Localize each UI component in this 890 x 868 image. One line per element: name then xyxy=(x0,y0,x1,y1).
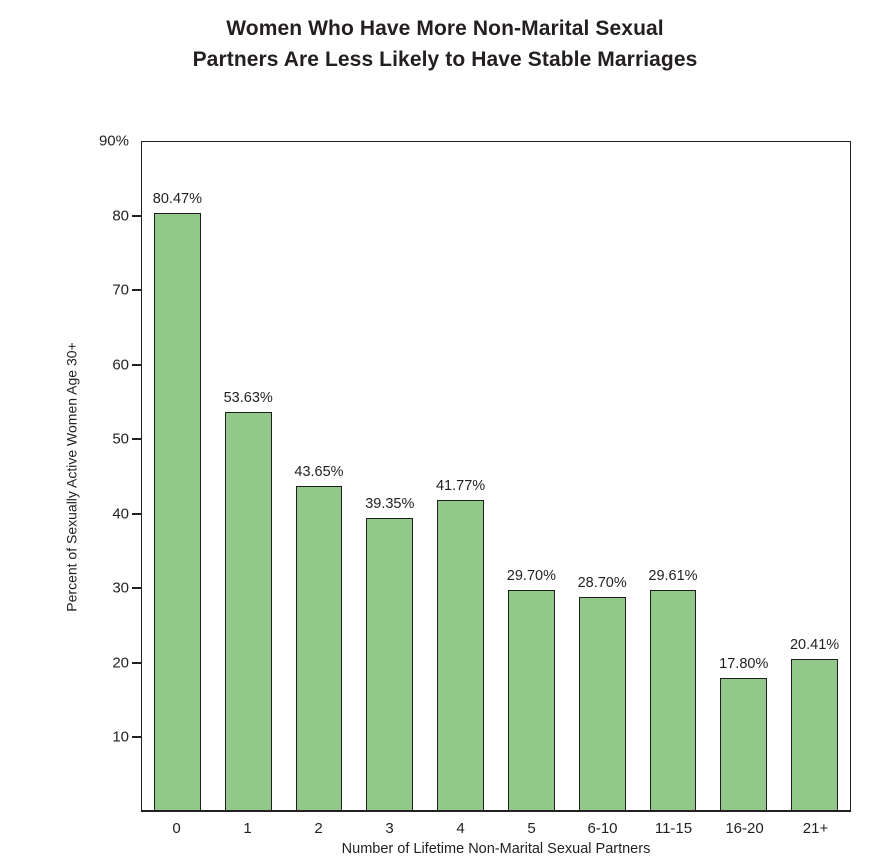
x-tick-label: 2 xyxy=(314,820,323,837)
bar-0 xyxy=(154,212,201,810)
bar-value-label: 80.47% xyxy=(152,190,202,207)
y-tick-mark xyxy=(132,661,141,664)
x-tick-label: 0 xyxy=(172,820,181,837)
x-axis-title: Number of Lifetime Non-Marital Sexual Pa… xyxy=(341,841,651,857)
bar-value-label: 29.61% xyxy=(648,568,698,585)
bar-slot: 39.35% xyxy=(354,142,425,810)
x-tick-label: 6-10 xyxy=(587,820,618,837)
bar-value-label: 29.70% xyxy=(506,567,556,584)
y-tick-label: 60 xyxy=(112,356,129,374)
bar-5 xyxy=(508,589,555,810)
y-tick-label: 10 xyxy=(112,728,129,746)
x-tick-label: 3 xyxy=(385,820,394,837)
bar-slot: 29.61% xyxy=(638,142,709,810)
y-tick-label: 90% xyxy=(98,132,129,150)
x-tick-label: 16-20 xyxy=(725,820,764,837)
x-tick-label: 1 xyxy=(243,820,252,837)
chart-title-line2: Partners Are Less Likely to Have Stable … xyxy=(192,48,698,71)
bars-row: 80.47% 53.63% 43.65% 39.35% 41.77% 29.70% 28.7… xyxy=(142,142,850,810)
y-tick-label: 30 xyxy=(112,579,129,597)
y-tick-mark xyxy=(132,363,141,366)
bar-16-20 xyxy=(720,677,768,810)
y-tick-label: 50 xyxy=(112,430,129,448)
bar-slot: 53.63% xyxy=(213,142,284,810)
bar-11-15 xyxy=(649,590,697,810)
y-axis: 90% 80 70 60 50 40 30 20 10 xyxy=(0,134,141,812)
bar-21+ xyxy=(791,658,838,810)
y-tick-mark xyxy=(132,289,141,292)
bar-slot: 28.70% xyxy=(567,142,638,810)
bar-value-label: 28.70% xyxy=(577,574,627,591)
chart-title-line1: Women Who Have More Non-Marital Sexual xyxy=(226,17,664,40)
bar-slot: 41.77% xyxy=(425,142,496,810)
x-axis: 0 1 2 3 4 5 6-10 11-15 16-20 21+ xyxy=(141,820,851,838)
bar-6-10 xyxy=(578,596,626,810)
plot-area: 80.47% 53.63% 43.65% 39.35% 41.77% 29.70% 28.7… xyxy=(141,141,851,812)
bar-value-label: 17.80% xyxy=(719,655,769,672)
bar-value-label: 41.77% xyxy=(435,477,486,494)
y-tick-mark xyxy=(132,438,141,441)
y-tick-mark xyxy=(132,736,141,739)
x-tick-label: 4 xyxy=(456,820,465,837)
y-tick-label: 40 xyxy=(112,505,129,523)
y-tick-label: 80 xyxy=(112,207,129,225)
bar-3 xyxy=(366,517,414,810)
y-tick-mark xyxy=(132,587,141,590)
x-tick-label: 11-15 xyxy=(654,820,693,837)
bar-2 xyxy=(295,486,343,810)
y-tick-label: 20 xyxy=(112,654,129,672)
bar-value-label: 39.35% xyxy=(365,495,415,512)
bar-slot: 43.65% xyxy=(284,142,355,810)
bar-slot: 29.70% xyxy=(496,142,567,810)
bar-slot: 80.47% xyxy=(142,142,213,810)
bar-1 xyxy=(224,411,272,810)
bar-value-label: 20.41% xyxy=(789,636,840,653)
bar-value-label: 43.65% xyxy=(294,464,344,481)
x-tick-label: 5 xyxy=(527,820,536,837)
bar-slot: 17.80% xyxy=(708,142,779,810)
bar-4 xyxy=(437,499,484,810)
chart-title: Women Who Have More Non-Marital Sexual P… xyxy=(0,13,890,75)
y-tick-mark xyxy=(132,512,141,515)
x-tick-label: 21+ xyxy=(802,820,829,837)
y-tick-label: 70 xyxy=(112,281,129,299)
bar-value-label: 53.63% xyxy=(223,389,273,406)
bar-slot: 20.41% xyxy=(779,142,850,810)
y-tick-mark xyxy=(132,214,141,217)
